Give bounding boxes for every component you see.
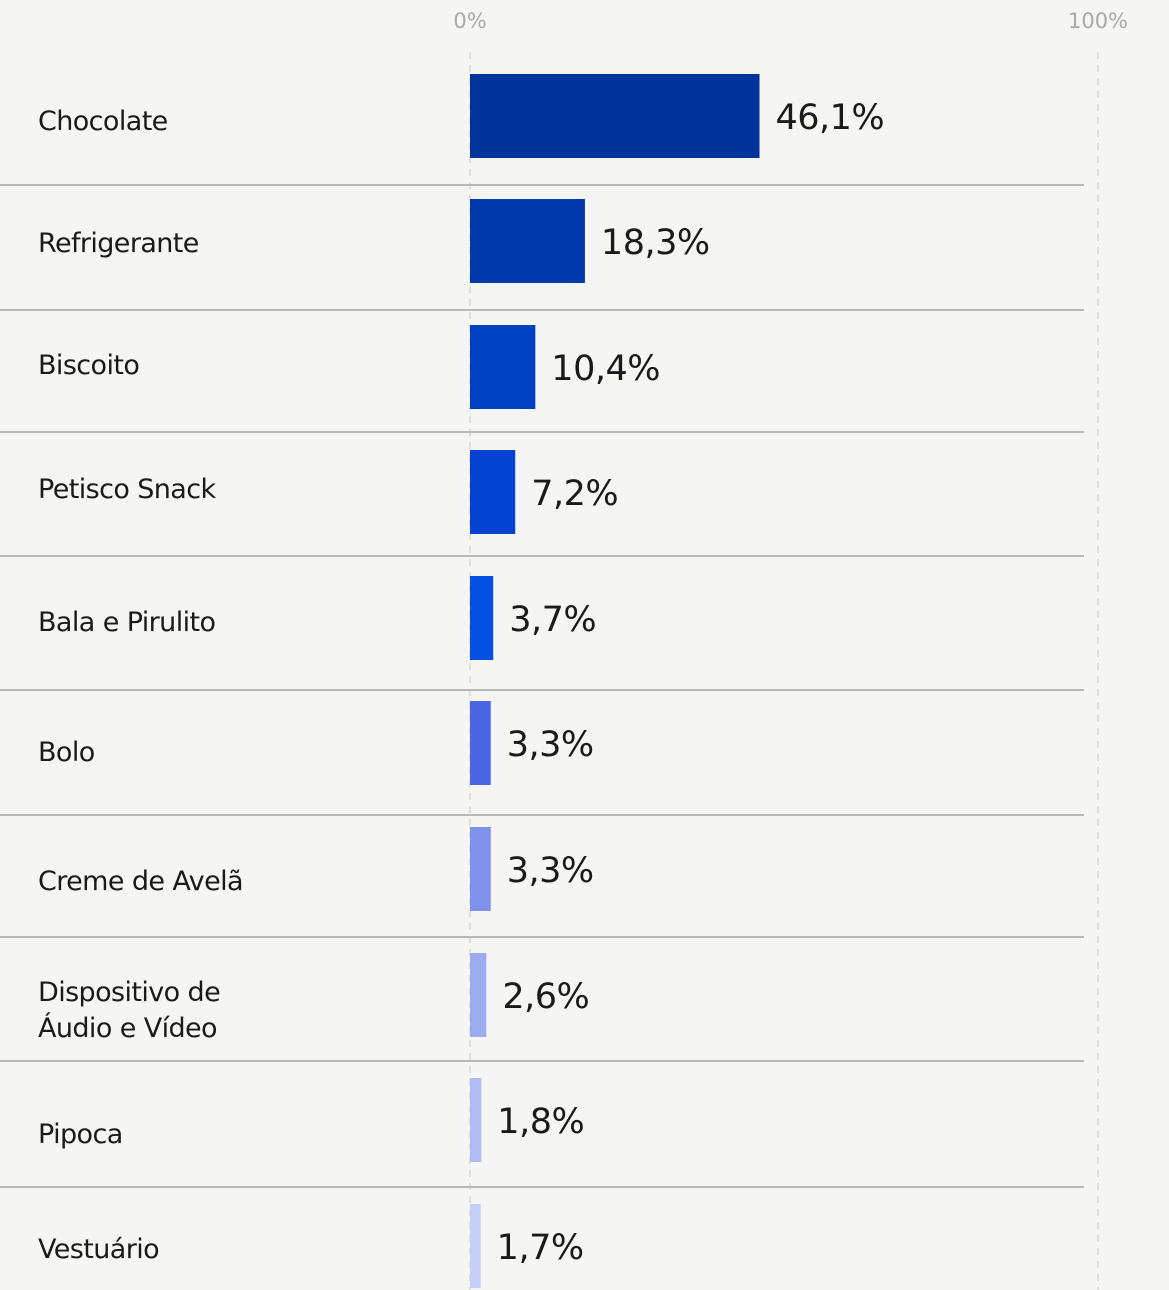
bar-5 [470, 701, 491, 785]
bar-6 [470, 827, 491, 911]
tick-label-0: 0% [453, 9, 486, 33]
bar-4 [470, 576, 494, 660]
row-separators [0, 184, 1084, 1188]
bar-7 [470, 953, 487, 1037]
value-label-8: 1,8% [497, 1102, 584, 1142]
bar-2 [470, 325, 536, 409]
category-label-0: Chocolate [38, 106, 168, 137]
axis-ticks: 0% 100% [453, 9, 1128, 33]
category-label-9: Vestuário [38, 1234, 159, 1265]
bar-9 [470, 1204, 481, 1288]
category-label-5: Bolo [38, 737, 95, 768]
tick-label-100: 100% [1068, 9, 1128, 33]
category-label-7: Dispositivo de Áudio e Vídeo [38, 977, 220, 1044]
value-label-0: 46,1% [776, 98, 885, 138]
value-label-7: 2,6% [502, 977, 589, 1017]
value-label-2: 10,4% [551, 349, 660, 389]
value-label-1: 18,3% [601, 223, 710, 263]
category-label-1: Refrigerante [38, 228, 199, 259]
category-label-3: Petisco Snack [38, 474, 216, 505]
bar-1 [470, 199, 585, 283]
category-label-6: Creme de Avelã [38, 866, 243, 897]
category-labels: Chocolate Refrigerante Biscoito Petisco Sna… [38, 106, 244, 1265]
value-label-4: 3,7% [509, 600, 596, 640]
value-label-5: 3,3% [507, 725, 594, 765]
value-labels: 46,1% 18,3% 10,4% 7,2% 3,7% 3,3% 3,3% 2,6% 1,8% 1… [497, 98, 885, 1268]
category-label-4: Bala e Pirulito [38, 607, 215, 638]
value-label-6: 3,3% [507, 851, 594, 891]
bar-0 [470, 74, 760, 158]
bar-3 [470, 450, 516, 534]
category-label-2: Biscoito [38, 350, 139, 381]
value-label-3: 7,2% [531, 474, 618, 514]
category-label-8: Pipoca [38, 1119, 123, 1150]
bars [470, 74, 760, 1288]
bar-8 [470, 1078, 482, 1162]
value-label-9: 1,7% [497, 1228, 584, 1268]
